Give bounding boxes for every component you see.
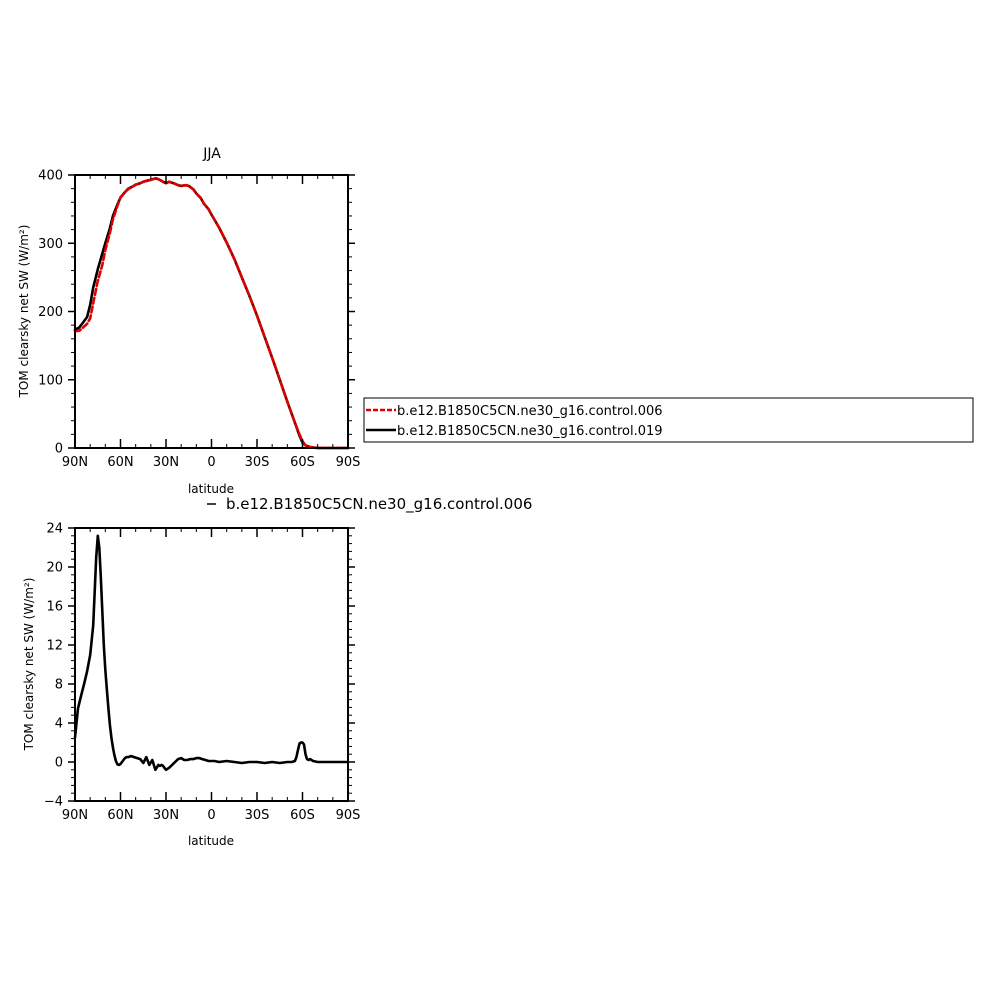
top-x-tick-label: 90S bbox=[336, 455, 361, 470]
top-panel: JJA 90N 60N 30N 0 30S 60S 90S 0 100 200 300 400 lat… bbox=[17, 146, 360, 496]
legend: b.e12.B1850C5CN.ne30_g16.control.006 b.e… bbox=[363, 397, 974, 443]
bottom-x-tick-label: 30S bbox=[245, 808, 270, 823]
bottom-x-axis-label: latitude bbox=[188, 834, 234, 848]
top-y-tick-label: 100 bbox=[38, 373, 63, 388]
bottom-x-tick-label: 90S bbox=[336, 808, 361, 823]
top-chart-title: JJA bbox=[202, 146, 221, 162]
bottom-plot-marks bbox=[73, 534, 350, 772]
bottom-axes: 90N 60N 30N 0 30S 60S 90S −4 0 4 8 12 16 20 24 bbox=[44, 522, 361, 824]
top-series-line-2 bbox=[73, 177, 350, 450]
legend-box bbox=[363, 397, 974, 443]
top-x-tick-label: 90N bbox=[62, 455, 88, 470]
bottom-y-tick-label: 16 bbox=[46, 600, 63, 615]
bottom-y-tick-label: 20 bbox=[46, 561, 63, 576]
bottom-x-tick-label: 0 bbox=[207, 808, 215, 823]
bottom-x-tick-label: 60N bbox=[107, 808, 133, 823]
bottom-x-tick-label: 30N bbox=[153, 808, 179, 823]
top-y-tick-label: 400 bbox=[38, 169, 63, 184]
bottom-y-tick-label: 0 bbox=[55, 756, 63, 771]
bottom-y-axis-label: TOM clearsky net SW (W/m²) bbox=[22, 578, 36, 752]
bottom-x-tick-label: 90N bbox=[62, 808, 88, 823]
top-plot-marks bbox=[73, 177, 350, 450]
top-x-tick-label: 0 bbox=[207, 455, 215, 470]
bottom-series-line-1 bbox=[73, 534, 350, 772]
top-x-tick-label: 30S bbox=[245, 455, 270, 470]
bottom-y-tick-label: 24 bbox=[46, 522, 63, 537]
top-series-line-1 bbox=[73, 177, 350, 450]
top-y-tick-label: 300 bbox=[38, 237, 63, 252]
top-x-tick-label: 30N bbox=[153, 455, 179, 470]
bottom-x-tick-label: 60S bbox=[290, 808, 315, 823]
bottom-y-tick-label: 4 bbox=[55, 717, 63, 732]
bottom-y-tick-label: 8 bbox=[55, 678, 63, 693]
bottom-panel: b.e12.B1850C5CN.ne30_g16.control.006 90N… bbox=[22, 495, 532, 848]
bottom-y-tick-label: 12 bbox=[46, 639, 63, 654]
top-axes: 90N 60N 30N 0 30S 60S 90S 0 100 200 300 400 bbox=[38, 169, 360, 471]
bottom-chart-title: b.e12.B1850C5CN.ne30_g16.control.006 bbox=[226, 495, 532, 514]
bottom-y-tick-label: −4 bbox=[44, 795, 63, 810]
top-x-tick-label: 60S bbox=[290, 455, 315, 470]
top-y-axis-label: TOM clearsky net SW (W/m²) bbox=[17, 225, 31, 399]
legend-label-series-2: b.e12.B1850C5CN.ne30_g16.control.019 bbox=[397, 424, 663, 439]
top-x-tick-label: 60N bbox=[107, 455, 133, 470]
top-y-tick-label: 200 bbox=[38, 305, 63, 320]
top-x-axis-label: latitude bbox=[188, 482, 234, 496]
top-y-tick-label: 0 bbox=[55, 442, 63, 457]
legend-label-series-1: b.e12.B1850C5CN.ne30_g16.control.006 bbox=[397, 404, 663, 419]
